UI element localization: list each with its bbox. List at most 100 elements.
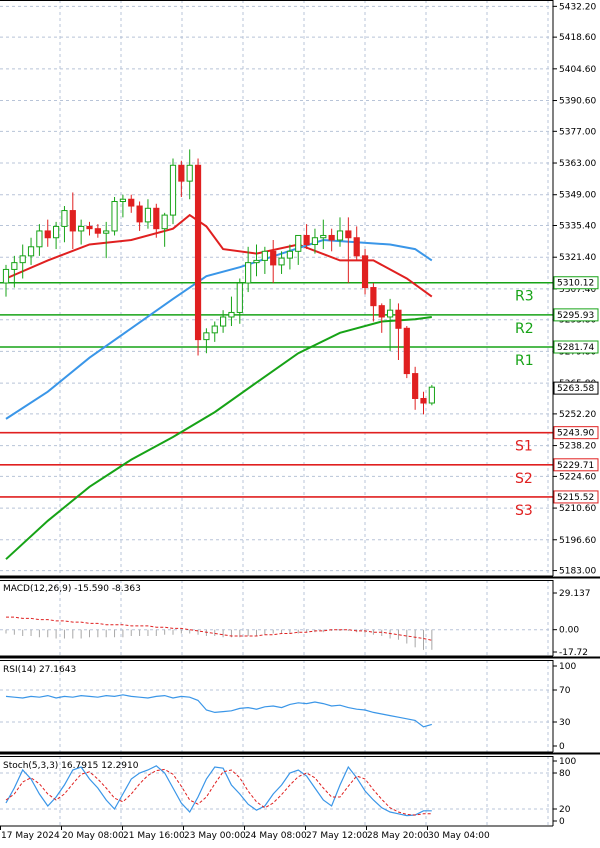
candle-body: [353, 237, 360, 257]
candle-body: [320, 234, 327, 239]
macd-y-tick-label: 0.00: [559, 626, 579, 636]
candle-body: [53, 225, 60, 239]
candle-body: [136, 205, 143, 223]
candle-body: [61, 210, 68, 227]
y-tick-label: 5390.60: [559, 97, 596, 107]
x-tick-label: 30 May 04:00: [428, 831, 490, 841]
candle-body: [412, 373, 419, 399]
candle-body: [370, 287, 377, 307]
stoch-y-tick-label: 80: [559, 769, 571, 779]
x-tick-label: 17 May 2024: [1, 831, 60, 841]
candle-body: [69, 210, 76, 232]
x-tick-label: 23 May 00:00: [184, 831, 246, 841]
candle-body: [111, 201, 118, 232]
level-label-r3: R3: [515, 289, 534, 305]
candle-body: [169, 164, 177, 216]
y-tick-label: 5210.60: [559, 504, 596, 514]
rsi-title: RSI(14) 27.1643: [3, 665, 76, 675]
candle-body: [144, 207, 152, 223]
y-tick-label: 5183.00: [559, 567, 596, 577]
y-tick-label: 5432.20: [559, 2, 596, 12]
rsi-y-tick-label: 70: [559, 686, 571, 696]
candle-body: [303, 234, 310, 246]
candle-body: [295, 234, 302, 252]
stoch-y-tick-label: 100: [559, 757, 576, 767]
rsi-panel: RSI(14) 27.1643: [3, 665, 432, 728]
candle-body: [220, 316, 227, 327]
level-price-tag: [553, 308, 599, 322]
candle-body: [186, 164, 193, 182]
candle-body: [27, 246, 35, 257]
candle-body: [94, 228, 101, 234]
y-tick-label: 5404.60: [559, 65, 596, 75]
candle-body: [128, 198, 135, 207]
candle-body: [253, 259, 260, 264]
level-price-tag: [553, 490, 599, 504]
candle-body: [345, 230, 352, 239]
candle-body: [11, 262, 18, 270]
current-price-tag: [553, 381, 599, 395]
candle-body: [153, 207, 160, 230]
y-tick-label: 5196.60: [559, 536, 596, 546]
pivot-levels: R3 R2 R1 S1 S2 S3: [0, 281, 553, 519]
level-price-tag-text: 5229.71: [557, 461, 594, 471]
candle-body: [261, 250, 268, 261]
candle-body: [36, 230, 43, 248]
grid: [0, 0, 553, 826]
rsi-y-tick-label: 0: [559, 742, 565, 752]
y-tick-label: 5418.60: [559, 33, 596, 43]
candle-body: [311, 237, 319, 246]
candle-body: [194, 164, 202, 341]
candle-body: [119, 198, 127, 203]
macd-y-tick-label: -17.72: [559, 648, 588, 658]
y-tick-label: 5335.40: [559, 222, 596, 232]
stoch-y-tick-label: 20: [559, 805, 571, 815]
candle-body: [420, 397, 427, 404]
level-label-s2: S2: [515, 471, 533, 487]
level-price-tag: [553, 340, 599, 354]
rsi-line: [5, 694, 432, 728]
stoch-panel: Stoch(5,3,3) 16.7915 12.2910: [3, 761, 432, 817]
stoch-y-tick-label: 0: [559, 817, 565, 827]
candle-body: [395, 309, 402, 329]
candle-body: [19, 255, 26, 264]
candle-body: [203, 332, 210, 341]
rsi-y-tick-label: 100: [559, 662, 576, 672]
level-price-tag-text: 5215.52: [557, 493, 594, 503]
y-tick-label: 5377.00: [559, 127, 596, 137]
level-label-r2: R2: [515, 321, 534, 337]
candle-body: [103, 230, 110, 234]
candle-body: [245, 262, 252, 284]
candle-body: [328, 234, 335, 241]
stoch-d-line: [5, 768, 432, 816]
candle-body: [236, 282, 243, 313]
level-price-tag: [553, 276, 599, 290]
stoch-k-line: [5, 765, 432, 817]
level-price-tag: [553, 458, 599, 472]
macd-signal-line: [6, 616, 432, 641]
rsi-y-tick-label: 30: [559, 718, 571, 728]
candle-body: [178, 164, 185, 182]
candle-body: [278, 257, 285, 266]
x-tick-label: 20 May 08:00: [62, 831, 124, 841]
axes: [0, 0, 600, 827]
y-tick-label: 5349.00: [559, 191, 596, 201]
candles: [2, 149, 435, 415]
level-price-tag-text: 5310.12: [557, 279, 594, 289]
y-tick-label: 5252.20: [559, 410, 596, 420]
moving-average-line-2: [5, 238, 433, 420]
level-label-s3: S3: [515, 503, 533, 519]
y-tick-label: 5307.40: [559, 285, 596, 295]
macd-title: MACD(12,26,9) -15.590 -8.363: [3, 584, 141, 594]
candle-body: [211, 325, 218, 334]
macd-panel: MACD(12,26,9) -15.590 -8.363: [3, 584, 433, 650]
candle-body: [336, 230, 344, 241]
x-tick-label: 24 May 08:00: [245, 831, 307, 841]
candle-body: [2, 268, 10, 284]
level-label-s1: S1: [515, 439, 533, 455]
candle-body: [78, 225, 85, 232]
candle-body: [361, 255, 369, 289]
